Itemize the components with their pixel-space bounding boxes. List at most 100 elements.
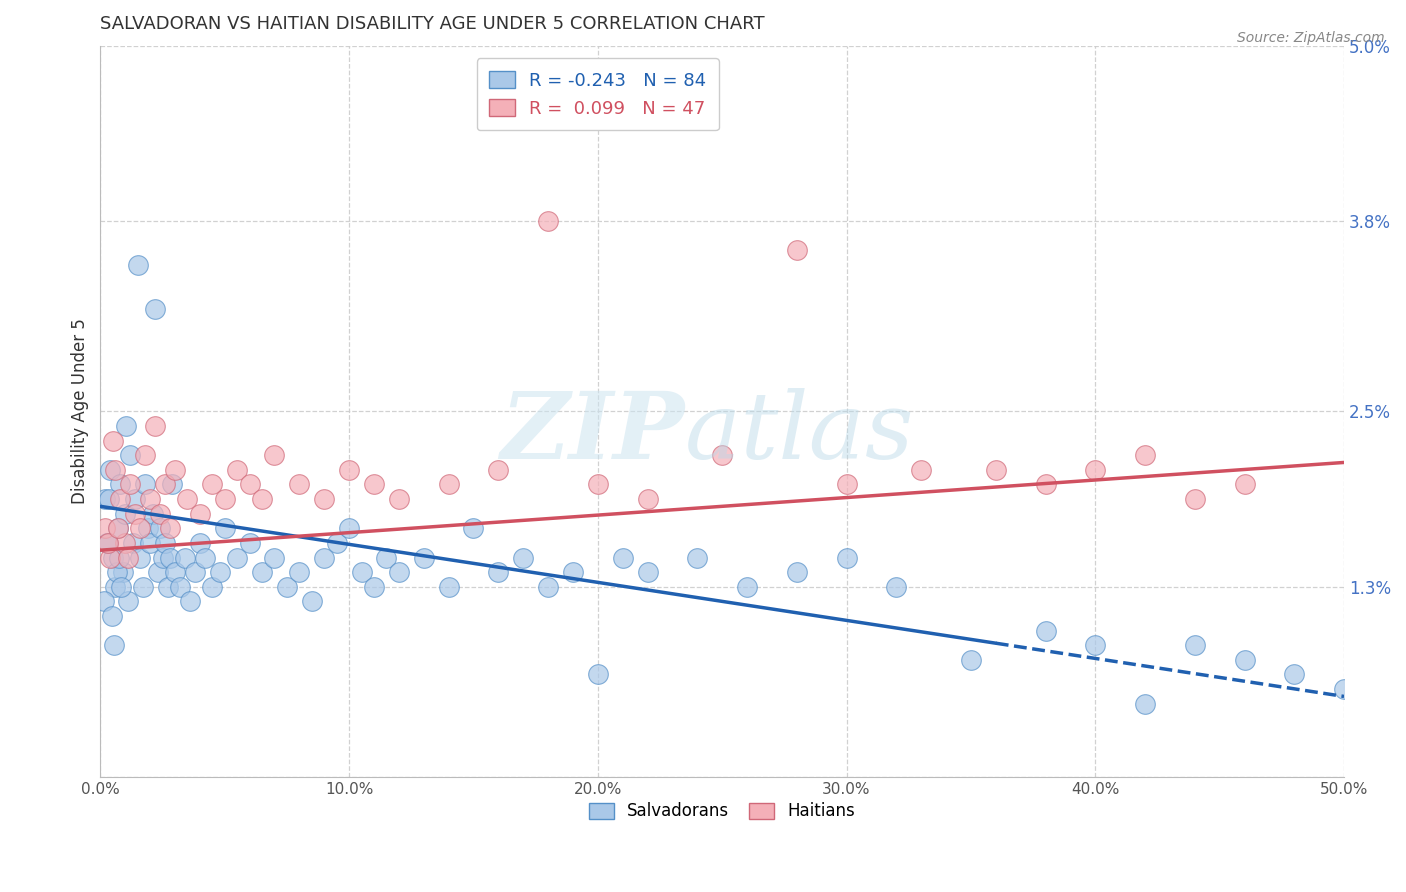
Point <box>98 550 121 565</box>
Point <box>149 521 172 535</box>
Point <box>110 491 132 506</box>
Point <box>131 580 153 594</box>
Point <box>98 463 121 477</box>
Point <box>1184 638 1206 652</box>
Point <box>124 491 146 506</box>
Point <box>263 448 285 462</box>
Point <box>162 477 184 491</box>
Point <box>143 301 166 316</box>
Point <box>194 550 217 565</box>
Point <box>134 448 156 462</box>
Point <box>1035 477 1057 491</box>
Point <box>984 463 1007 477</box>
Point <box>117 594 139 608</box>
Point <box>586 477 609 491</box>
Point <box>127 258 149 272</box>
Point <box>350 565 373 579</box>
Point <box>314 550 336 565</box>
Point <box>1084 638 1107 652</box>
Point <box>117 550 139 565</box>
Point <box>208 565 231 579</box>
Point <box>214 491 236 506</box>
Point <box>121 536 143 550</box>
Point <box>835 477 858 491</box>
Point <box>561 565 583 579</box>
Point <box>214 521 236 535</box>
Point <box>263 550 285 565</box>
Point <box>120 477 142 491</box>
Point <box>115 418 138 433</box>
Point <box>110 477 132 491</box>
Point <box>686 550 709 565</box>
Point <box>363 580 385 594</box>
Point <box>136 521 159 535</box>
Point <box>711 448 734 462</box>
Point <box>1333 682 1355 697</box>
Legend: Salvadorans, Haitians: Salvadorans, Haitians <box>582 796 862 827</box>
Point <box>486 565 509 579</box>
Point <box>139 491 162 506</box>
Point <box>388 565 411 579</box>
Point <box>107 521 129 535</box>
Point <box>188 507 211 521</box>
Point <box>337 463 360 477</box>
Point <box>152 550 174 565</box>
Point <box>142 507 165 521</box>
Point <box>149 507 172 521</box>
Point <box>486 463 509 477</box>
Point <box>153 536 176 550</box>
Point <box>100 609 122 624</box>
Point <box>188 536 211 550</box>
Point <box>637 565 659 579</box>
Text: Source: ZipAtlas.com: Source: ZipAtlas.com <box>1237 31 1385 45</box>
Point <box>174 550 197 565</box>
Point <box>375 550 398 565</box>
Point <box>176 491 198 506</box>
Point <box>537 214 560 228</box>
Point <box>239 477 262 491</box>
Point <box>735 580 758 594</box>
Point <box>250 491 273 506</box>
Point <box>239 536 262 550</box>
Point <box>108 550 131 565</box>
Point <box>153 477 176 491</box>
Point <box>337 521 360 535</box>
Point <box>586 667 609 681</box>
Point <box>179 594 201 608</box>
Point <box>93 594 115 608</box>
Point <box>111 565 134 579</box>
Point <box>103 638 125 652</box>
Point <box>1284 667 1306 681</box>
Point <box>146 565 169 579</box>
Point <box>114 507 136 521</box>
Text: atlas: atlas <box>685 388 914 478</box>
Point <box>612 550 634 565</box>
Point <box>129 550 152 565</box>
Point <box>437 580 460 594</box>
Point <box>537 580 560 594</box>
Point <box>163 463 186 477</box>
Point <box>1233 477 1256 491</box>
Point <box>96 536 118 550</box>
Point <box>226 463 249 477</box>
Point <box>94 491 117 506</box>
Point <box>288 565 311 579</box>
Point <box>124 507 146 521</box>
Point <box>98 491 121 506</box>
Point <box>1184 491 1206 506</box>
Point <box>1084 463 1107 477</box>
Text: SALVADORAN VS HAITIAN DISABILITY AGE UNDER 5 CORRELATION CHART: SALVADORAN VS HAITIAN DISABILITY AGE UND… <box>100 15 765 33</box>
Point <box>1233 653 1256 667</box>
Point <box>129 521 152 535</box>
Point <box>201 477 224 491</box>
Point <box>134 477 156 491</box>
Point <box>363 477 385 491</box>
Point <box>169 580 191 594</box>
Point <box>437 477 460 491</box>
Point <box>101 550 124 565</box>
Point <box>250 565 273 579</box>
Text: ZIP: ZIP <box>501 388 685 478</box>
Point <box>314 491 336 506</box>
Point <box>276 580 298 594</box>
Point <box>101 434 124 448</box>
